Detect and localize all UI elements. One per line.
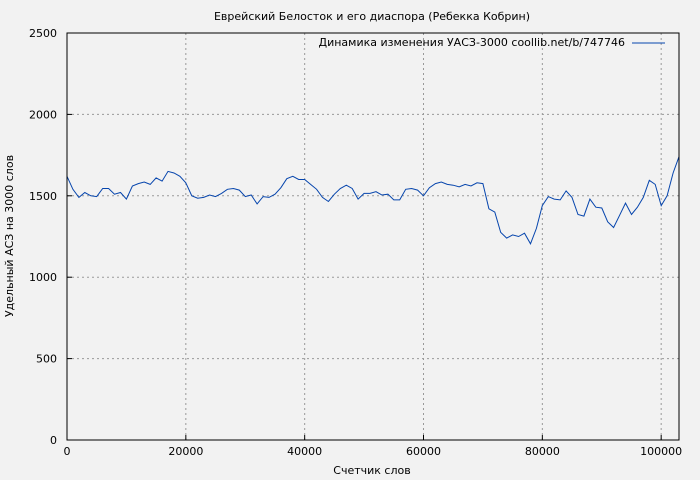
y-tick-label: 2500 <box>29 27 57 40</box>
x-tick-label: 40000 <box>287 445 322 458</box>
x-tick-label: 60000 <box>406 445 441 458</box>
x-tick-label: 100000 <box>640 445 682 458</box>
y-tick-label: 2000 <box>29 108 57 121</box>
y-tick-label: 500 <box>36 353 57 366</box>
series-line <box>66 156 680 245</box>
x-tick-label: 20000 <box>168 445 203 458</box>
y-axis-label: Удельный АСЗ на 3000 слов <box>3 155 16 317</box>
y-tick-label: 1000 <box>29 271 57 284</box>
x-tick-label: 80000 <box>525 445 560 458</box>
legend-label: Динамика изменения УАСЗ-3000 coollib.net… <box>319 36 626 49</box>
x-tick-label: 0 <box>64 445 71 458</box>
x-axis-label: Счетчик слов <box>333 464 410 477</box>
y-tick-label: 1500 <box>29 190 57 203</box>
axis-ticks: 0 20000 40000 60000 80000 100000 0 500 1000 1500 2… <box>29 27 682 458</box>
chart-title: Еврейский Белосток и его диаспора (Ребек… <box>214 10 530 23</box>
plot-frame <box>66 32 680 441</box>
y-tick-label: 0 <box>50 434 57 447</box>
grid <box>67 33 679 440</box>
